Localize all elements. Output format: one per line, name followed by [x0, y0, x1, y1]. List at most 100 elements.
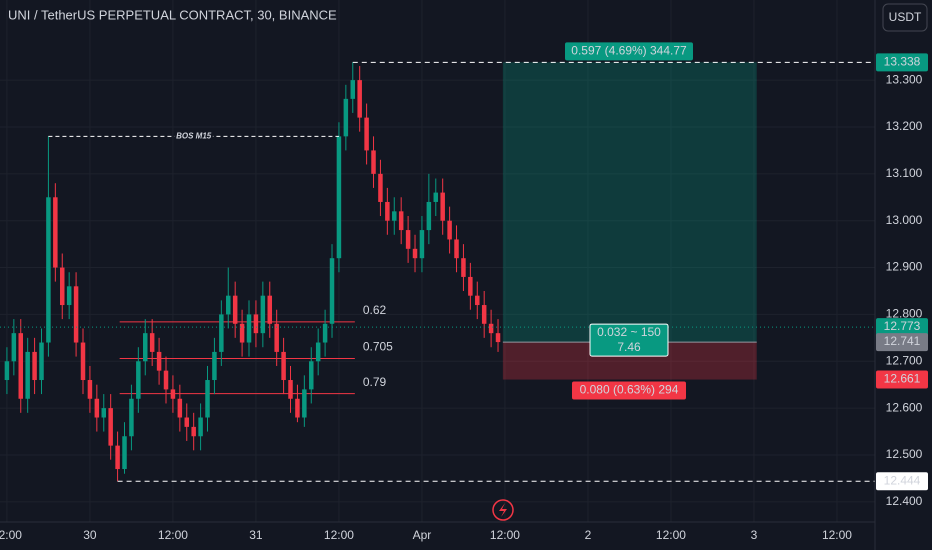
position-label-bg — [589, 323, 669, 357]
price-tag — [876, 318, 928, 337]
candle-body — [495, 333, 501, 343]
candle-body — [433, 192, 439, 202]
candle-body — [60, 267, 65, 306]
position-label: 0.597 (4.69%) 344.77 — [571, 43, 687, 57]
candle-body — [378, 173, 383, 202]
price-tag-label: 12.444 — [884, 473, 921, 487]
candle-body — [475, 295, 480, 306]
y-tick-label: 12.700 — [886, 353, 923, 367]
candle-body — [232, 295, 238, 324]
candle-body — [177, 398, 183, 418]
price-tag-label: 12.741 — [884, 334, 921, 348]
candle-body — [461, 258, 466, 277]
candle-body — [4, 361, 10, 381]
candle-body — [87, 380, 93, 399]
candle-body — [18, 333, 23, 399]
x-tick-label: 12:00 — [656, 528, 686, 542]
position-label: 7.46 — [617, 340, 641, 354]
x-tick-label: 12:00 — [822, 528, 852, 542]
event-icon[interactable] — [492, 499, 514, 521]
candle-body — [136, 361, 141, 399]
x-tick-label: 12:00 — [324, 528, 354, 542]
candle-body — [371, 150, 376, 174]
currency-button[interactable] — [882, 3, 928, 32]
position-label-bg — [565, 42, 693, 61]
candle-body — [419, 230, 425, 259]
candle-body — [149, 333, 155, 352]
candle-body — [343, 98, 349, 137]
candle-body — [156, 351, 162, 371]
candle-body — [274, 323, 279, 352]
candle-body — [364, 117, 369, 151]
candle-body — [322, 323, 328, 343]
x-tick-label: 12:00 — [0, 528, 22, 542]
x-tick-label: Apr — [413, 528, 432, 542]
y-tick-label: 12.400 — [886, 494, 923, 508]
candle-body — [440, 192, 445, 221]
candle-body — [336, 136, 342, 259]
candle-body — [260, 295, 266, 334]
x-tick-label: 12:00 — [490, 528, 520, 542]
candle-body — [46, 197, 51, 343]
candle-body — [488, 323, 494, 334]
candle-body — [295, 398, 300, 418]
candle-body — [191, 426, 196, 437]
currency-label[interactable]: USDT — [889, 10, 922, 24]
event-icon — [499, 503, 507, 517]
candle-body — [94, 398, 100, 418]
y-tick-label: 12.500 — [886, 447, 923, 461]
candle-body — [447, 220, 452, 240]
candle-body — [163, 370, 169, 390]
candle-body — [25, 351, 30, 399]
candle-body — [143, 333, 148, 362]
candle-body — [129, 398, 134, 437]
x-tick-label: 31 — [249, 528, 263, 542]
candle-body — [80, 342, 86, 381]
candle-body — [122, 436, 127, 470]
candle-body — [454, 239, 459, 259]
candle-body — [246, 314, 252, 343]
candle-body — [392, 211, 397, 221]
candle-body — [39, 342, 44, 381]
position-label: 0.032 ~ 150 — [597, 325, 661, 339]
price-tag — [876, 333, 928, 352]
chart-title: UNI / TetherUS PERPETUAL CONTRACT, 30, B… — [8, 7, 337, 22]
price-tag — [876, 472, 928, 491]
x-tick-label: 2 — [585, 528, 592, 542]
fib-label: 0.62 — [363, 303, 387, 317]
candle-body — [239, 323, 245, 343]
candle-body — [219, 314, 224, 352]
candle-body — [115, 445, 120, 470]
y-tick-label: 13.300 — [886, 72, 923, 86]
y-tick-label: 12.800 — [886, 307, 923, 321]
position-label-bg — [572, 381, 686, 400]
y-tick-label: 12.600 — [886, 400, 923, 414]
price-tag-label: 12.661 — [884, 372, 921, 386]
candle-body — [267, 295, 273, 324]
candle-body — [309, 361, 314, 390]
x-tick-label: 30 — [83, 528, 97, 542]
x-tick-label: 3 — [751, 528, 758, 542]
candle-body — [32, 351, 37, 381]
y-tick-label: 13.100 — [886, 166, 923, 180]
candle-body — [101, 408, 107, 418]
candle-body — [385, 201, 390, 221]
candle-body — [412, 248, 418, 259]
price-tag-label: 13.338 — [884, 54, 921, 68]
y-tick-label: 12.900 — [886, 260, 923, 274]
candle-body — [398, 211, 404, 231]
candle-body — [468, 276, 473, 296]
fib-label: 0.705 — [363, 340, 393, 354]
candle-body — [66, 286, 72, 306]
candle-body — [302, 389, 307, 418]
candle-body — [405, 230, 411, 249]
candle-body — [184, 417, 190, 427]
candle-body — [11, 333, 17, 362]
candle-body — [170, 389, 176, 399]
candle-body — [53, 197, 58, 268]
target-zone — [502, 62, 757, 343]
candle-body — [226, 295, 231, 315]
candle-body — [315, 342, 321, 362]
